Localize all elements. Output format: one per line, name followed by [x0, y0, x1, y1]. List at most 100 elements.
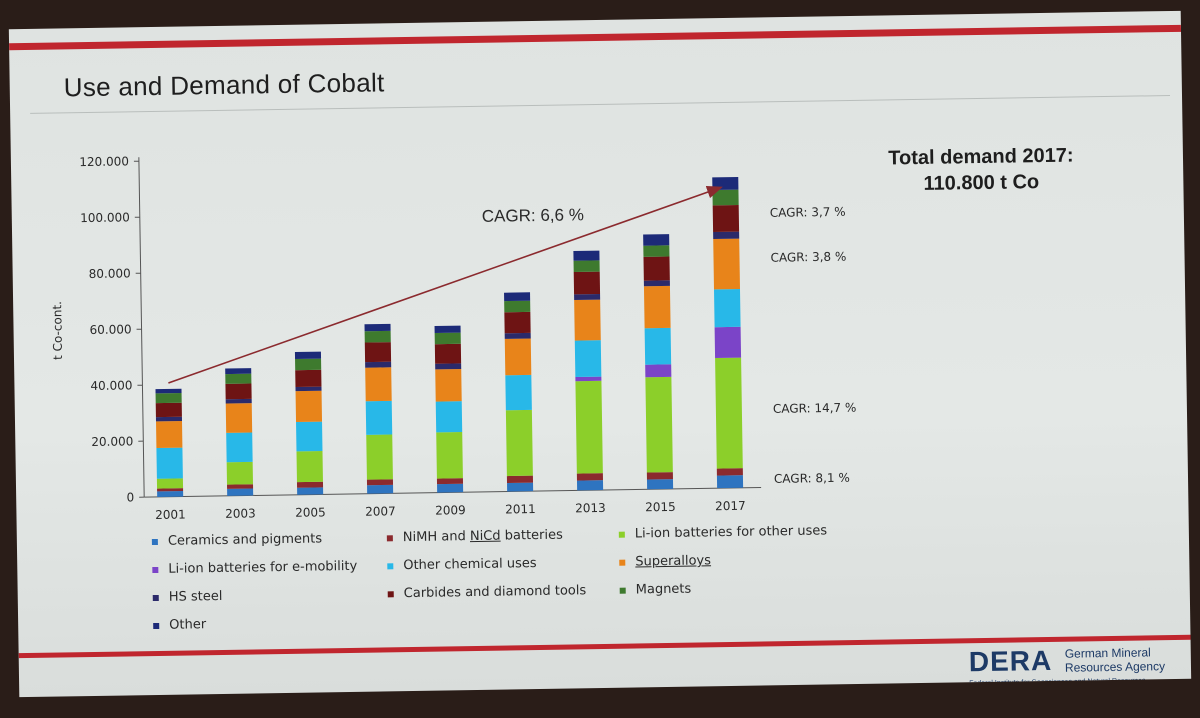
y-tick-label: 0 — [126, 490, 134, 504]
total-demand-label: Total demand 2017: — [888, 144, 1074, 170]
y-tick-label: 80.000 — [89, 266, 131, 281]
bar-segment — [505, 374, 532, 411]
bar-segment — [643, 245, 670, 257]
legend-label-pre: Carbides and diamond tools — [403, 583, 587, 602]
legend-item-superalloys: Superalloys — [619, 553, 711, 569]
bar-segment — [504, 292, 531, 302]
bar-segment — [295, 390, 323, 422]
x-tick-label: 2017 — [715, 499, 746, 513]
legend-item-other: Other — [153, 617, 206, 633]
legend-swatch — [618, 531, 625, 538]
x-tick-label: 2011 — [505, 502, 536, 516]
bar-segment — [297, 487, 324, 495]
bar-segment — [227, 488, 254, 496]
legend-swatch — [153, 622, 160, 629]
bar-segment — [155, 402, 182, 418]
legend-label-underlined: NiCd — [469, 528, 501, 545]
bar-segment — [573, 260, 600, 273]
bar-segment — [225, 403, 253, 433]
bar-segment — [435, 401, 463, 433]
dera-logo: DERA German Mineral Resources Agency Fed… — [969, 643, 1170, 690]
y-tick-label: 100.000 — [80, 210, 130, 225]
bar-segment — [156, 420, 183, 448]
bar-segment — [225, 398, 252, 404]
bar-segment — [643, 234, 670, 246]
bar-segment — [296, 421, 323, 452]
bar-segment — [573, 250, 600, 261]
bar-segment — [437, 483, 464, 493]
bar-segment — [367, 484, 394, 494]
bar-segment — [364, 330, 391, 343]
bar-segment — [365, 400, 393, 435]
legend-swatch — [152, 566, 159, 573]
bar-segment — [156, 447, 183, 479]
legend-item-li-emobility: Li-ion batteries for e-mobility — [152, 559, 357, 577]
legend-item-other-chemical: Other chemical uses — [387, 556, 537, 573]
bar-segment — [294, 351, 322, 359]
bar-segment — [504, 300, 531, 313]
y-tick-label: 40.000 — [90, 378, 132, 393]
logo-subtitle: Federal Institute for Geosciences and Na… — [969, 677, 1146, 688]
logo-name-line1: German Mineral — [1064, 645, 1151, 661]
legend-swatch — [619, 559, 626, 566]
legend-label-pre: Other chemical uses — [403, 556, 537, 574]
bar-segment — [713, 288, 741, 328]
bar-segment — [365, 367, 392, 402]
bar-segment — [434, 332, 461, 345]
bar-segment — [506, 475, 534, 484]
bar-segment — [436, 478, 464, 485]
y-tick-label: 20.000 — [91, 434, 133, 449]
bar-segment — [366, 434, 393, 480]
legend-item-nimh: NiMH and NiCd batteries — [386, 527, 563, 546]
bar-segment — [713, 238, 740, 290]
bar-segment — [365, 361, 392, 368]
bar-segment — [645, 364, 672, 378]
bar-segment — [575, 376, 602, 382]
bar-segment — [712, 189, 739, 206]
bar-segment — [646, 479, 674, 490]
legend-item-ceramics: Ceramics and pigments — [151, 531, 323, 549]
bar-segment — [575, 380, 603, 474]
x-tick-label: 2005 — [295, 505, 326, 519]
bar-segment — [643, 280, 670, 287]
legend-label-pre: Ceramics and pigments — [167, 531, 323, 549]
x-tick-label: 2009 — [435, 503, 466, 517]
logo-name-line2: Resources Agency — [1064, 659, 1166, 675]
legend-item-hs-steel: HS steel — [152, 588, 223, 605]
y-tick-label: 120.000 — [79, 154, 129, 169]
bar-segment — [643, 256, 670, 281]
total-demand-box: Total demand 2017: 110.800 t Co — [861, 142, 1102, 198]
bar-segment — [296, 481, 324, 488]
legend-label-pre: Li-ion batteries for e-mobility — [168, 558, 358, 577]
y-tick-label: 60.000 — [89, 322, 131, 337]
legend-item-carbides: Carbides and diamond tools — [387, 583, 587, 602]
legend-label-pre: HS steel — [168, 588, 223, 605]
bar-segment — [573, 271, 601, 295]
legend-swatch — [386, 534, 393, 541]
legend-swatch — [151, 538, 158, 545]
bar-segment — [715, 357, 743, 469]
segment-cagr-label: CAGR: 3,7 % — [770, 205, 846, 220]
bar-segment — [574, 340, 602, 377]
bar-segment — [157, 488, 184, 492]
bar-segment — [504, 332, 531, 339]
bar-segment — [364, 342, 392, 363]
projection-screen: Use and Demand of Cobalt 0 20.000 40.000 60… — [8, 10, 1192, 698]
bar-segment — [156, 478, 184, 489]
x-tick-label: 2007 — [365, 504, 396, 518]
legend-label-post: batteries — [500, 527, 563, 544]
legend-swatch — [387, 562, 394, 569]
legend-label-pre: NiMH and — [402, 529, 471, 546]
bar-segment — [227, 484, 254, 489]
legend-item-magnets: Magnets — [619, 582, 691, 598]
segment-cagr-label: CAGR: 14,7 % — [773, 401, 857, 416]
bar-segment — [366, 479, 394, 486]
bar-segment — [155, 392, 182, 404]
bar-segment — [505, 409, 533, 477]
bar-segment — [364, 323, 391, 332]
x-tick-label: 2003 — [225, 506, 256, 520]
bar-segment — [435, 363, 462, 370]
bar-segment — [644, 327, 672, 365]
total-demand-value: 110.800 t Co — [923, 171, 1040, 195]
bar-segment — [714, 326, 742, 358]
